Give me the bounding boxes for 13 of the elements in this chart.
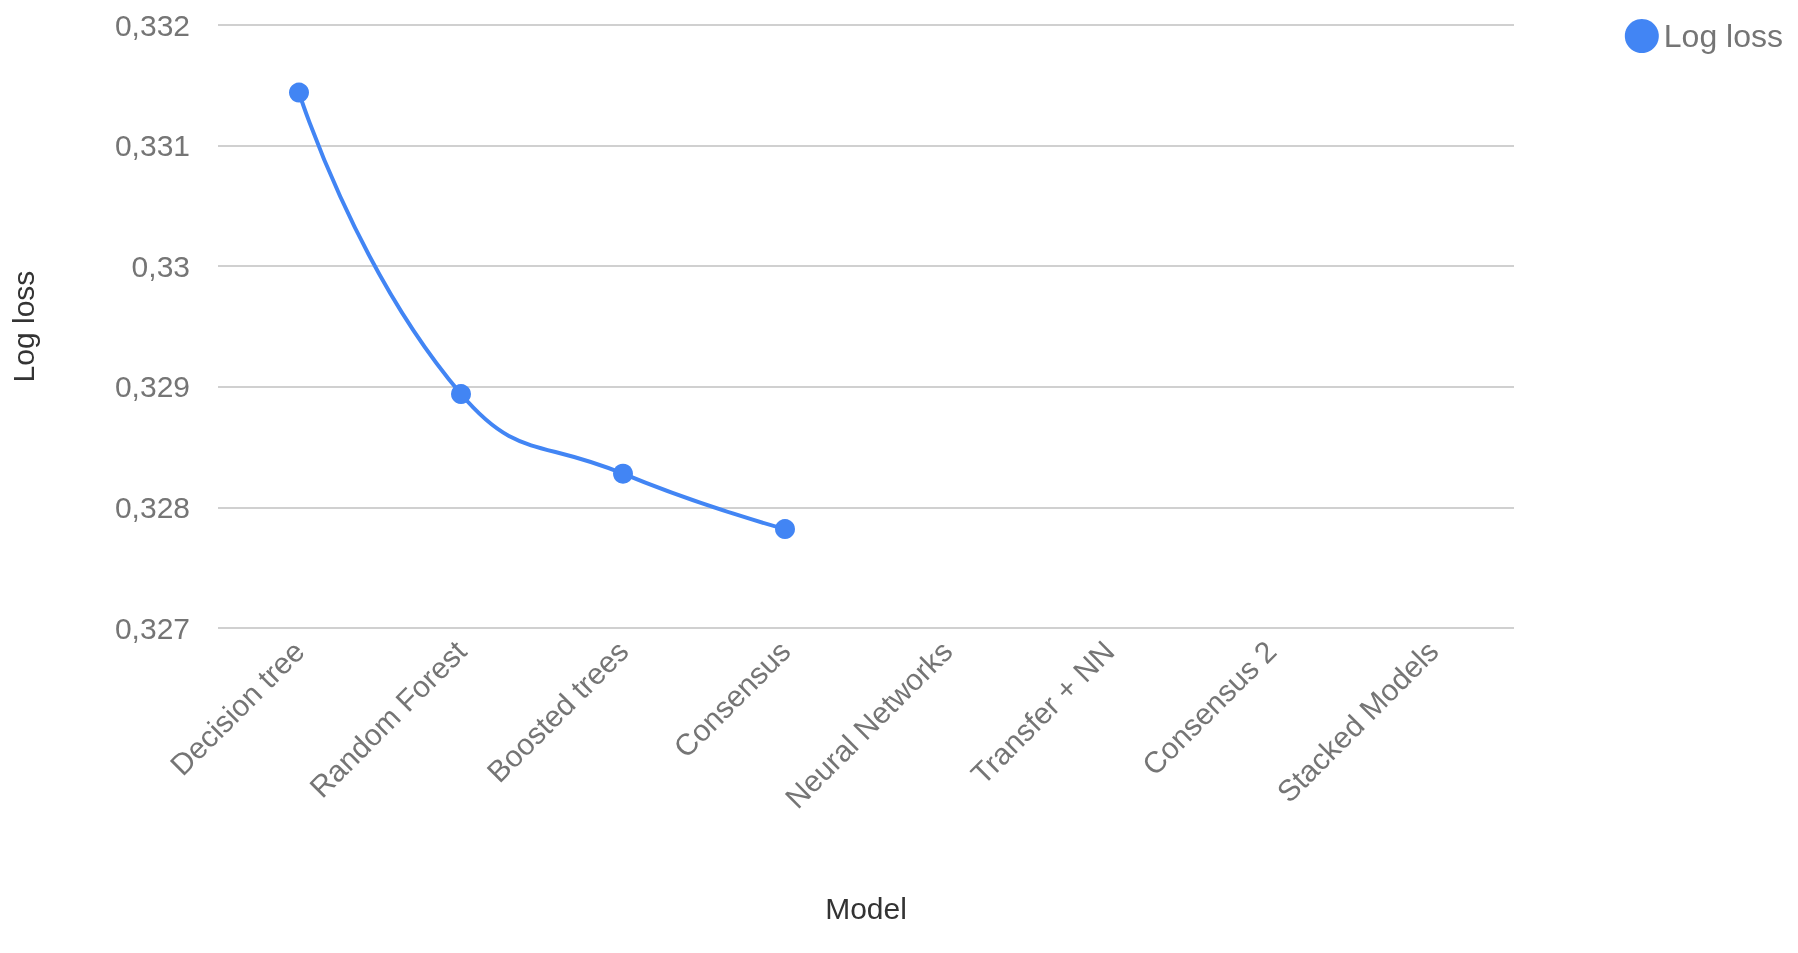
y-tick-label: 0,329 [114,370,190,404]
point [289,82,309,103]
y-axis-title: Log loss [6,270,40,383]
y-tick-label: 0,328 [114,490,190,524]
y-tick-label: 0,327 [114,611,190,645]
y-tick-label: 0,33 [131,249,190,283]
x-axis-title: Model [825,891,907,925]
point [775,519,795,540]
legend-label: Log loss [1663,18,1783,54]
point [451,384,471,405]
y-tick-label: 0,332 [114,8,190,42]
y-tick-label: 0,331 [114,129,190,163]
point [613,463,633,484]
